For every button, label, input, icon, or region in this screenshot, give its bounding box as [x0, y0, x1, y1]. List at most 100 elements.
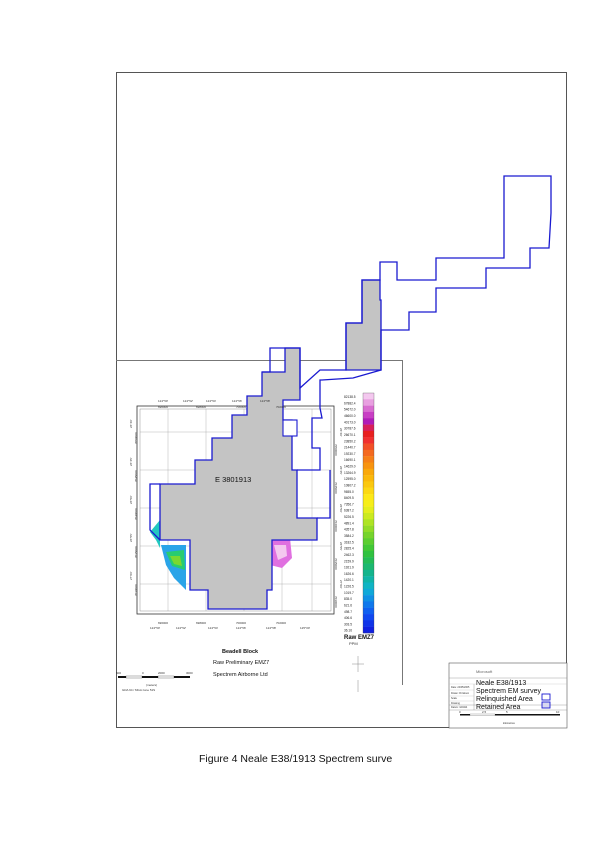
title-scale-label: 10 — [556, 710, 560, 714]
north-arrow-icon — [352, 656, 364, 692]
colorbar-swatch — [363, 475, 374, 482]
northing-label-right: 7040000 — [334, 520, 338, 532]
colorbar-swatch — [363, 538, 374, 545]
colorbar-swatch — [363, 424, 374, 432]
colorbar-label: 406.6 — [344, 616, 352, 620]
colorbar-label: 9655.0 — [344, 490, 354, 494]
colorbar-label: 8409.5 — [344, 496, 354, 500]
map-subtitle: Raw Preliminary EMZ7 — [213, 660, 269, 666]
tick-labels: 124°50' 124°52' 124°54' 124°56' 124°58' 124°5… — [129, 399, 343, 630]
colorbar-label: 6387.2 — [344, 509, 354, 513]
figure-caption: Figure 4 Neale E38/1913 Spectrem surve — [199, 753, 393, 765]
colorbar-label: 498.7 — [344, 610, 352, 614]
colorbar-swatch — [363, 601, 374, 608]
colorbar-swatch — [363, 468, 374, 476]
colorbar-label: 2159.9 — [344, 559, 354, 563]
block-title: Beadell Block — [222, 649, 259, 655]
colorbar-label: 16690.1 — [344, 458, 356, 462]
lat-label-right: 26°40' — [339, 428, 343, 437]
lon-label-bottom: 124°56' — [236, 626, 247, 630]
lon-label-bottom: 124°58' — [266, 626, 277, 630]
colorbar-swatch — [363, 456, 374, 463]
colorbar-swatch — [363, 411, 374, 419]
colorbar-label: 1226.5 — [344, 585, 354, 589]
scale-label: 2000 — [158, 671, 165, 675]
easting-label-top: 696000 — [158, 405, 168, 409]
colorbar-swatch — [363, 557, 374, 564]
grid-note: GDA 94 / MGA zone 51S — [122, 688, 155, 692]
title-block: Microsoft Neale E38/1913 Spectrem EM sur… — [448, 662, 568, 729]
title-line-2: Spectrem EM survey — [476, 688, 541, 695]
colorbar-label: 1420.1 — [344, 578, 354, 582]
northing-label-right: 7045000 — [334, 482, 338, 494]
colorbar-swatch — [363, 405, 374, 413]
colorbar-label: 3182.5 — [344, 540, 354, 544]
scale-bar: 500 0 2000 3000 (meters) GDA 94 / MGA zone … — [116, 671, 193, 692]
colorbar-label: 46600.0 — [344, 414, 356, 418]
legend-relinquished: Relinquished Area — [476, 696, 533, 703]
colorbar-swatch — [363, 449, 374, 457]
colorbar-label: 5226.5 — [344, 515, 354, 519]
colorbar-swatch — [363, 430, 374, 438]
easting-label-bottom: 702000 — [276, 621, 286, 625]
lon-label-top: 124°56' — [232, 399, 243, 403]
lon-label-bottom: 125°00' — [300, 626, 311, 630]
colorbar-label: 19230.7 — [344, 452, 356, 456]
relinquished-northwest — [262, 347, 285, 373]
legend-relinquished-swatch — [541, 693, 551, 701]
colorbar-label: 303.5 — [344, 622, 352, 626]
colorbar-label: 4357.8 — [344, 528, 354, 532]
title-block-row: Date: 24/05/2005 — [451, 686, 470, 689]
colorbar-swatch — [363, 437, 374, 444]
map-frame — [116, 72, 567, 728]
colorbar-swatch — [363, 481, 374, 488]
colorbar-label: 14629.0 — [344, 465, 356, 469]
legend-retained-swatch — [541, 701, 551, 709]
lat-label-left: 26°45' — [129, 457, 133, 466]
retained-area-east — [345, 279, 382, 371]
colorbar-swatch — [363, 614, 374, 621]
easting-label-top: 702000 — [276, 405, 286, 409]
colorbar-swatch — [363, 588, 374, 596]
colorbar-label: 30787.6 — [344, 427, 356, 431]
colorbar-swatch — [363, 487, 374, 495]
organization: Microsoft — [476, 669, 493, 674]
colorbar-swatch — [363, 500, 374, 507]
colorbar-label: 82138.5 — [344, 395, 356, 399]
colorbar-swatch — [363, 569, 374, 577]
company-label: Spectrem Airborne Ltd — [213, 672, 268, 678]
northing-label-right: 7035000 — [334, 558, 338, 570]
title-block-row: Drawing — [451, 702, 460, 705]
easting-label-bottom: 700000 — [236, 621, 246, 625]
colorbar-label: 2462.3 — [344, 553, 354, 557]
title-scale-label: 0 — [459, 710, 461, 714]
colorbar-label: 26670.1 — [344, 433, 356, 437]
relinquished-east-lobe — [317, 470, 331, 519]
legend-retained: Retained Area — [476, 704, 520, 711]
colorbar-label: 1626.6 — [344, 572, 354, 576]
colorbar-label: 13264.9 — [344, 471, 356, 475]
lat-label-left: 26°40' — [129, 419, 133, 428]
colorbar-label: 54672.0 — [344, 408, 356, 412]
colorbar-swatch — [363, 494, 374, 501]
lat-label-right: 26°55' — [339, 542, 343, 551]
easting-label-bottom: 698000 — [196, 621, 206, 625]
easting-label-bottom: 696000 — [158, 621, 168, 625]
scale-label: 3000 — [186, 671, 193, 675]
colorbar-unit: PPM — [349, 641, 358, 646]
northing-label-left: 7045000 — [134, 470, 138, 482]
colorbar-label: 7356.7 — [344, 502, 354, 506]
colorbar-swatch — [363, 607, 374, 615]
northing-label-right: 7050000 — [334, 444, 338, 456]
easting-label-top: 698000 — [196, 405, 206, 409]
colorbar-label: 10807.2 — [344, 483, 356, 487]
lon-label-top: 124°52' — [183, 399, 194, 403]
title-block-row: Drawn: R.Nelson — [451, 692, 470, 695]
relinquished-inner-box — [282, 419, 298, 437]
title-scale-units: kilometres — [503, 721, 516, 725]
lat-label-right: 26°50' — [339, 504, 343, 513]
lat-label-right: 26°45' — [339, 466, 343, 475]
colorbar-swatch — [363, 506, 374, 514]
colorbar-swatch — [363, 418, 374, 425]
